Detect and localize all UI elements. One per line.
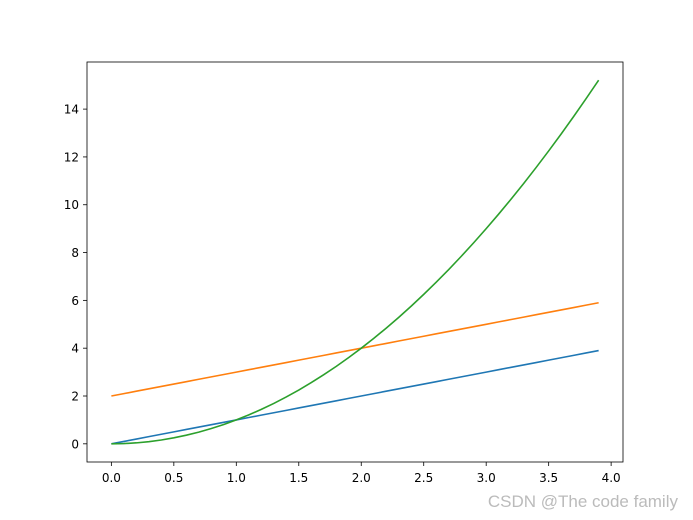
x-tick-label: 1.5 xyxy=(289,471,308,485)
line-series xyxy=(111,79,600,445)
y-tick-label: 14 xyxy=(64,103,79,117)
line-series xyxy=(111,301,599,397)
y-tick-label: 8 xyxy=(71,246,79,260)
x-tick-label: 2.0 xyxy=(352,471,371,485)
y-tick-label: 4 xyxy=(71,342,79,356)
y-tick-label: 6 xyxy=(71,294,79,308)
x-tick-label: 4.0 xyxy=(602,471,621,485)
x-tick-label: 2.5 xyxy=(414,471,433,485)
x-tick-label: 3.0 xyxy=(477,471,496,485)
y-tick-label: 10 xyxy=(64,198,79,212)
x-tick-label: 1.0 xyxy=(227,471,246,485)
x-tick-label: 0.0 xyxy=(102,471,121,485)
y-tick-label: 2 xyxy=(71,390,79,404)
x-tick-label: 3.5 xyxy=(539,471,558,485)
y-tick-label: 12 xyxy=(64,150,79,164)
line-series xyxy=(111,349,599,445)
plot-frame xyxy=(86,61,624,463)
y-tick-label: 0 xyxy=(71,437,79,451)
x-tick-label: 0.5 xyxy=(164,471,183,485)
watermark: CSDN @The code family xyxy=(488,492,679,511)
